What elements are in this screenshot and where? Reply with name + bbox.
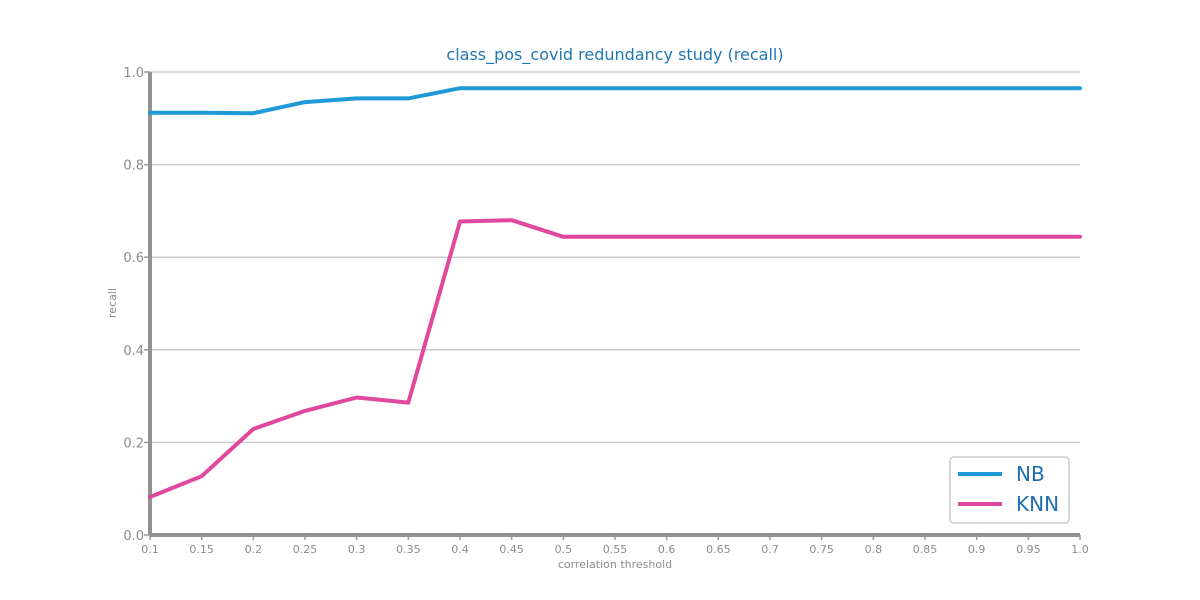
x-tick-label: 0.8 bbox=[865, 543, 883, 556]
x-tick-label: 0.3 bbox=[348, 543, 366, 556]
series-line-nb bbox=[148, 86, 1082, 116]
x-tick-label: 0.25 bbox=[293, 543, 318, 556]
y-axis-ticks: 0.0 0.2 0.4 0.6 0.8 1.0 bbox=[123, 66, 150, 544]
legend-label-nb: NB bbox=[1016, 462, 1045, 486]
x-tick-label: 0.95 bbox=[1016, 543, 1041, 556]
x-tick-label: 1.0 bbox=[1071, 543, 1089, 556]
grid-lines bbox=[150, 71, 1080, 444]
x-tick-label: 0.2 bbox=[245, 543, 263, 556]
x-tick-label: 0.1 bbox=[141, 543, 159, 556]
axes bbox=[148, 72, 1080, 537]
y-tick-label: 0.0 bbox=[123, 529, 144, 544]
x-tick-label: 0.35 bbox=[396, 543, 421, 556]
x-tick-label: 0.85 bbox=[913, 543, 938, 556]
x-tick-label: 0.7 bbox=[761, 543, 779, 556]
x-tick-label: 0.5 bbox=[555, 543, 573, 556]
x-axis-label: correlation threshold bbox=[558, 558, 672, 571]
x-tick-label: 0.6 bbox=[658, 543, 676, 556]
x-axis-ticks: 0.1 0.15 0.2 0.25 0.3 0.35 0.4 0.45 0.5 0.55 0.6 0.… bbox=[141, 535, 1089, 556]
series-lines bbox=[148, 86, 1082, 499]
x-tick-label: 0.75 bbox=[809, 543, 834, 556]
y-tick-label: 1.0 bbox=[123, 66, 144, 81]
y-axis-label: recall bbox=[106, 288, 119, 318]
y-tick-label: 0.4 bbox=[123, 344, 144, 359]
y-tick-label: 0.8 bbox=[123, 159, 144, 174]
x-tick-label: 0.15 bbox=[189, 543, 214, 556]
x-tick-label: 0.65 bbox=[706, 543, 731, 556]
legend: NB KNN bbox=[949, 456, 1070, 524]
x-tick-label: 0.4 bbox=[451, 543, 469, 556]
x-tick-label: 0.55 bbox=[603, 543, 628, 556]
chart-title: class_pos_covid redundancy study (recall… bbox=[446, 45, 783, 65]
x-tick-label: 0.9 bbox=[968, 543, 986, 556]
series-line-knn bbox=[148, 218, 1082, 499]
y-tick-label: 0.2 bbox=[123, 436, 144, 451]
y-tick-label: 0.6 bbox=[123, 251, 144, 266]
x-tick-label: 0.45 bbox=[499, 543, 524, 556]
legend-label-knn: KNN bbox=[1016, 492, 1059, 516]
